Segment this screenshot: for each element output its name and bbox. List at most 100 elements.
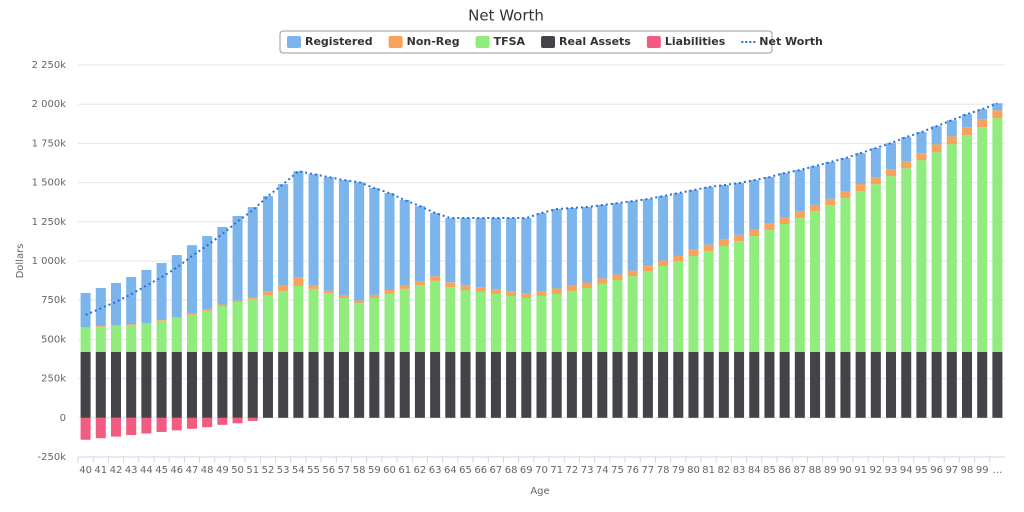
- bar-segment: [384, 193, 395, 291]
- legend-item[interactable]: Real Assets: [559, 35, 631, 48]
- bar-segment: [886, 176, 897, 352]
- bar-segment: [582, 287, 593, 352]
- bar-segment: [825, 351, 836, 418]
- legend-item[interactable]: Net Worth: [759, 35, 823, 48]
- bar-segment: [460, 218, 471, 286]
- bar-segment: [399, 200, 410, 285]
- bar-segment: [779, 351, 790, 418]
- bar-segment: [202, 310, 213, 352]
- x-tick-label: 61: [398, 465, 411, 476]
- bar-segment: [293, 277, 304, 286]
- bar-segment: [202, 309, 213, 311]
- bar-segment: [354, 303, 365, 352]
- bar-segment: [961, 135, 973, 352]
- bar-segment: [566, 290, 577, 352]
- bar-segment: [688, 190, 699, 250]
- x-tick-label: 51: [246, 465, 259, 476]
- bar-segment: [566, 285, 577, 291]
- bar-segment: [536, 295, 547, 352]
- bar-segment: [566, 351, 577, 418]
- bar-segment: [247, 417, 258, 421]
- bar-segment: [764, 177, 775, 224]
- bar-segment: [369, 298, 380, 352]
- bar-segment: [658, 260, 669, 267]
- bar-segment: [779, 217, 790, 224]
- x-tick-label: 75: [611, 465, 624, 476]
- legend-item[interactable]: Non-Reg: [407, 35, 460, 48]
- bar-segment: [597, 283, 608, 352]
- bar-segment: [703, 250, 714, 352]
- x-tick-label: 53: [277, 465, 290, 476]
- bar-segment: [673, 193, 684, 256]
- bar-segment: [399, 351, 410, 418]
- bar-segment: [217, 417, 228, 425]
- bar-segment: [566, 208, 577, 286]
- bar-segment: [95, 287, 106, 327]
- bar-segment: [217, 351, 228, 418]
- x-tick-label: 59: [368, 465, 381, 476]
- bar-segment: [490, 293, 501, 352]
- legend-swatch: [388, 36, 403, 48]
- bar-segment: [293, 285, 304, 352]
- bar-segment: [764, 223, 775, 231]
- bar-segment: [642, 351, 653, 418]
- bar-segment: [156, 320, 167, 352]
- bar-segment: [840, 191, 851, 199]
- legend-swatch: [541, 36, 556, 48]
- x-tick-label: 41: [94, 465, 107, 476]
- bar-segment: [582, 282, 593, 288]
- x-tick-label: 62: [414, 465, 427, 476]
- x-tick-label: 93: [885, 465, 898, 476]
- bar-segment: [658, 266, 669, 352]
- bar-segment: [369, 188, 380, 295]
- bar-segment: [110, 417, 122, 437]
- bar-segment: [612, 274, 623, 280]
- bar-segment: [642, 271, 653, 352]
- bar-segment: [338, 180, 349, 296]
- bar-segment: [521, 218, 532, 294]
- bar-segment: [946, 136, 957, 145]
- bar-segment: [718, 245, 729, 352]
- bar-segment: [870, 351, 881, 418]
- legend-item[interactable]: TFSA: [494, 35, 526, 48]
- bar-segment: [673, 351, 684, 418]
- bar-segment: [536, 213, 547, 292]
- bar-segment: [794, 211, 805, 219]
- bar-segment: [141, 269, 152, 324]
- x-tick-label: 87: [793, 465, 806, 476]
- bar-segment: [870, 148, 881, 178]
- x-tick-label: 68: [505, 465, 518, 476]
- bar-segment: [916, 132, 927, 154]
- bar-segment: [232, 351, 243, 418]
- legend-swatch: [646, 36, 661, 48]
- bar-segment: [110, 325, 122, 352]
- bar-segment: [460, 351, 471, 418]
- x-tick-label: 96: [930, 465, 943, 476]
- bar-segment: [141, 417, 152, 434]
- bar-segment: [551, 351, 562, 418]
- bar-segment: [749, 236, 760, 352]
- bar-segment: [810, 351, 821, 418]
- bar-segment: [764, 351, 775, 418]
- bar-segment: [308, 174, 319, 286]
- bar-segment: [262, 351, 273, 418]
- bar-segment: [293, 351, 304, 418]
- bar-segment: [931, 351, 942, 418]
- bar-segment: [171, 255, 182, 318]
- bar-segment: [734, 183, 745, 235]
- bar-segment: [901, 351, 912, 418]
- legend-swatch: [287, 36, 301, 48]
- bar-segment: [323, 290, 334, 293]
- bar-segment: [217, 304, 228, 307]
- bar-segment: [825, 162, 836, 199]
- bar-segment: [627, 270, 638, 277]
- bar-segment: [278, 351, 289, 418]
- bar-segment: [186, 313, 197, 315]
- bar-segment: [186, 351, 197, 418]
- bar-segment: [840, 198, 851, 352]
- legend-item[interactable]: Liabilities: [665, 35, 726, 48]
- x-tick-label: 48: [201, 465, 214, 476]
- bar-segment: [156, 417, 167, 432]
- bar-segment: [354, 300, 365, 304]
- legend-item[interactable]: Registered: [305, 35, 373, 48]
